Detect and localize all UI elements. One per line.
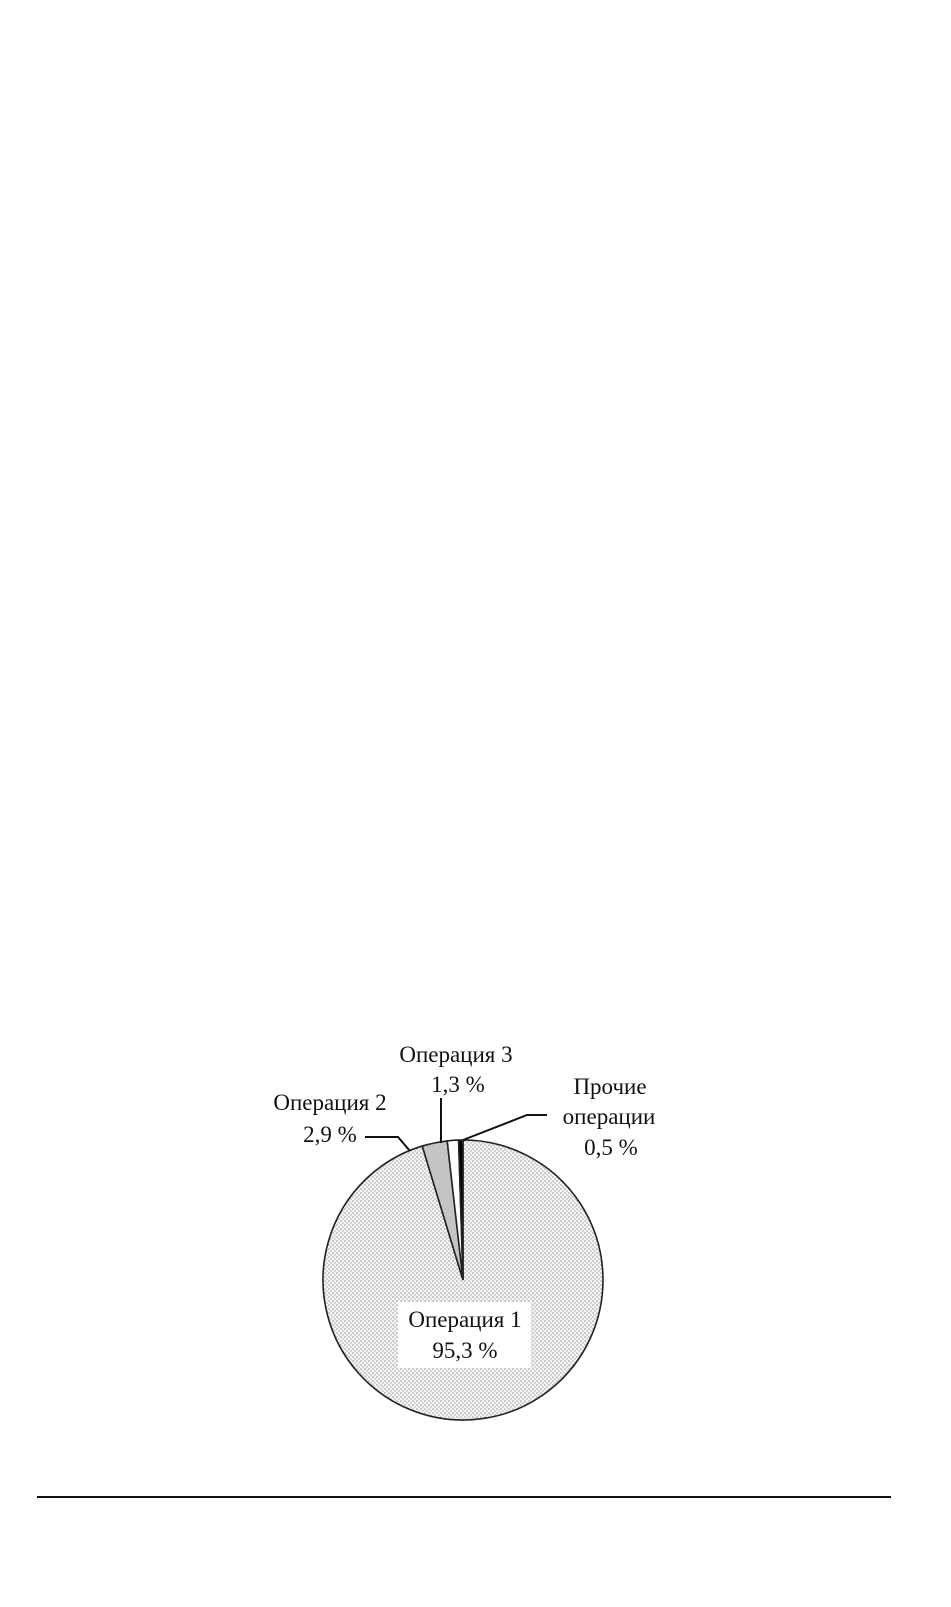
label-operation-1-background [398,1302,531,1368]
label-other-value: 0,5 % [584,1135,638,1160]
label-operation-3-value: 1,3 % [431,1072,485,1097]
label-other-name-line1: Прочие [573,1074,646,1099]
pie-slice-4 [457,1139,464,1281]
label-other-name-line2: операции [563,1104,656,1129]
label-operation-1-value: 95,3 % [432,1338,497,1363]
label-operation-3-name: Операция 3 [399,1042,512,1067]
leader-line-operation-2 [365,1136,411,1152]
horizontal-rule [37,1496,891,1498]
label-operation-2-name: Операция 2 [273,1090,386,1115]
leader-line-other [462,1114,547,1141]
label-operation-2-value: 2,9 % [303,1122,357,1147]
label-operation-1-name: Операция 1 [408,1307,521,1332]
